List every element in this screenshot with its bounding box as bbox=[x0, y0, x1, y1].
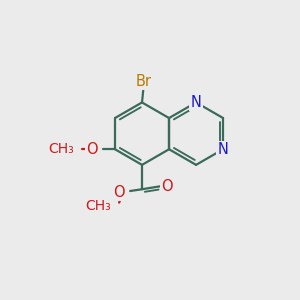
Text: O: O bbox=[161, 179, 173, 194]
Text: CH₃: CH₃ bbox=[85, 199, 111, 213]
Text: Br: Br bbox=[136, 74, 152, 88]
Text: O: O bbox=[86, 142, 98, 157]
Text: O: O bbox=[113, 185, 125, 200]
Text: N: N bbox=[190, 95, 202, 110]
Text: CH₃: CH₃ bbox=[48, 142, 74, 156]
Text: N: N bbox=[218, 142, 229, 157]
